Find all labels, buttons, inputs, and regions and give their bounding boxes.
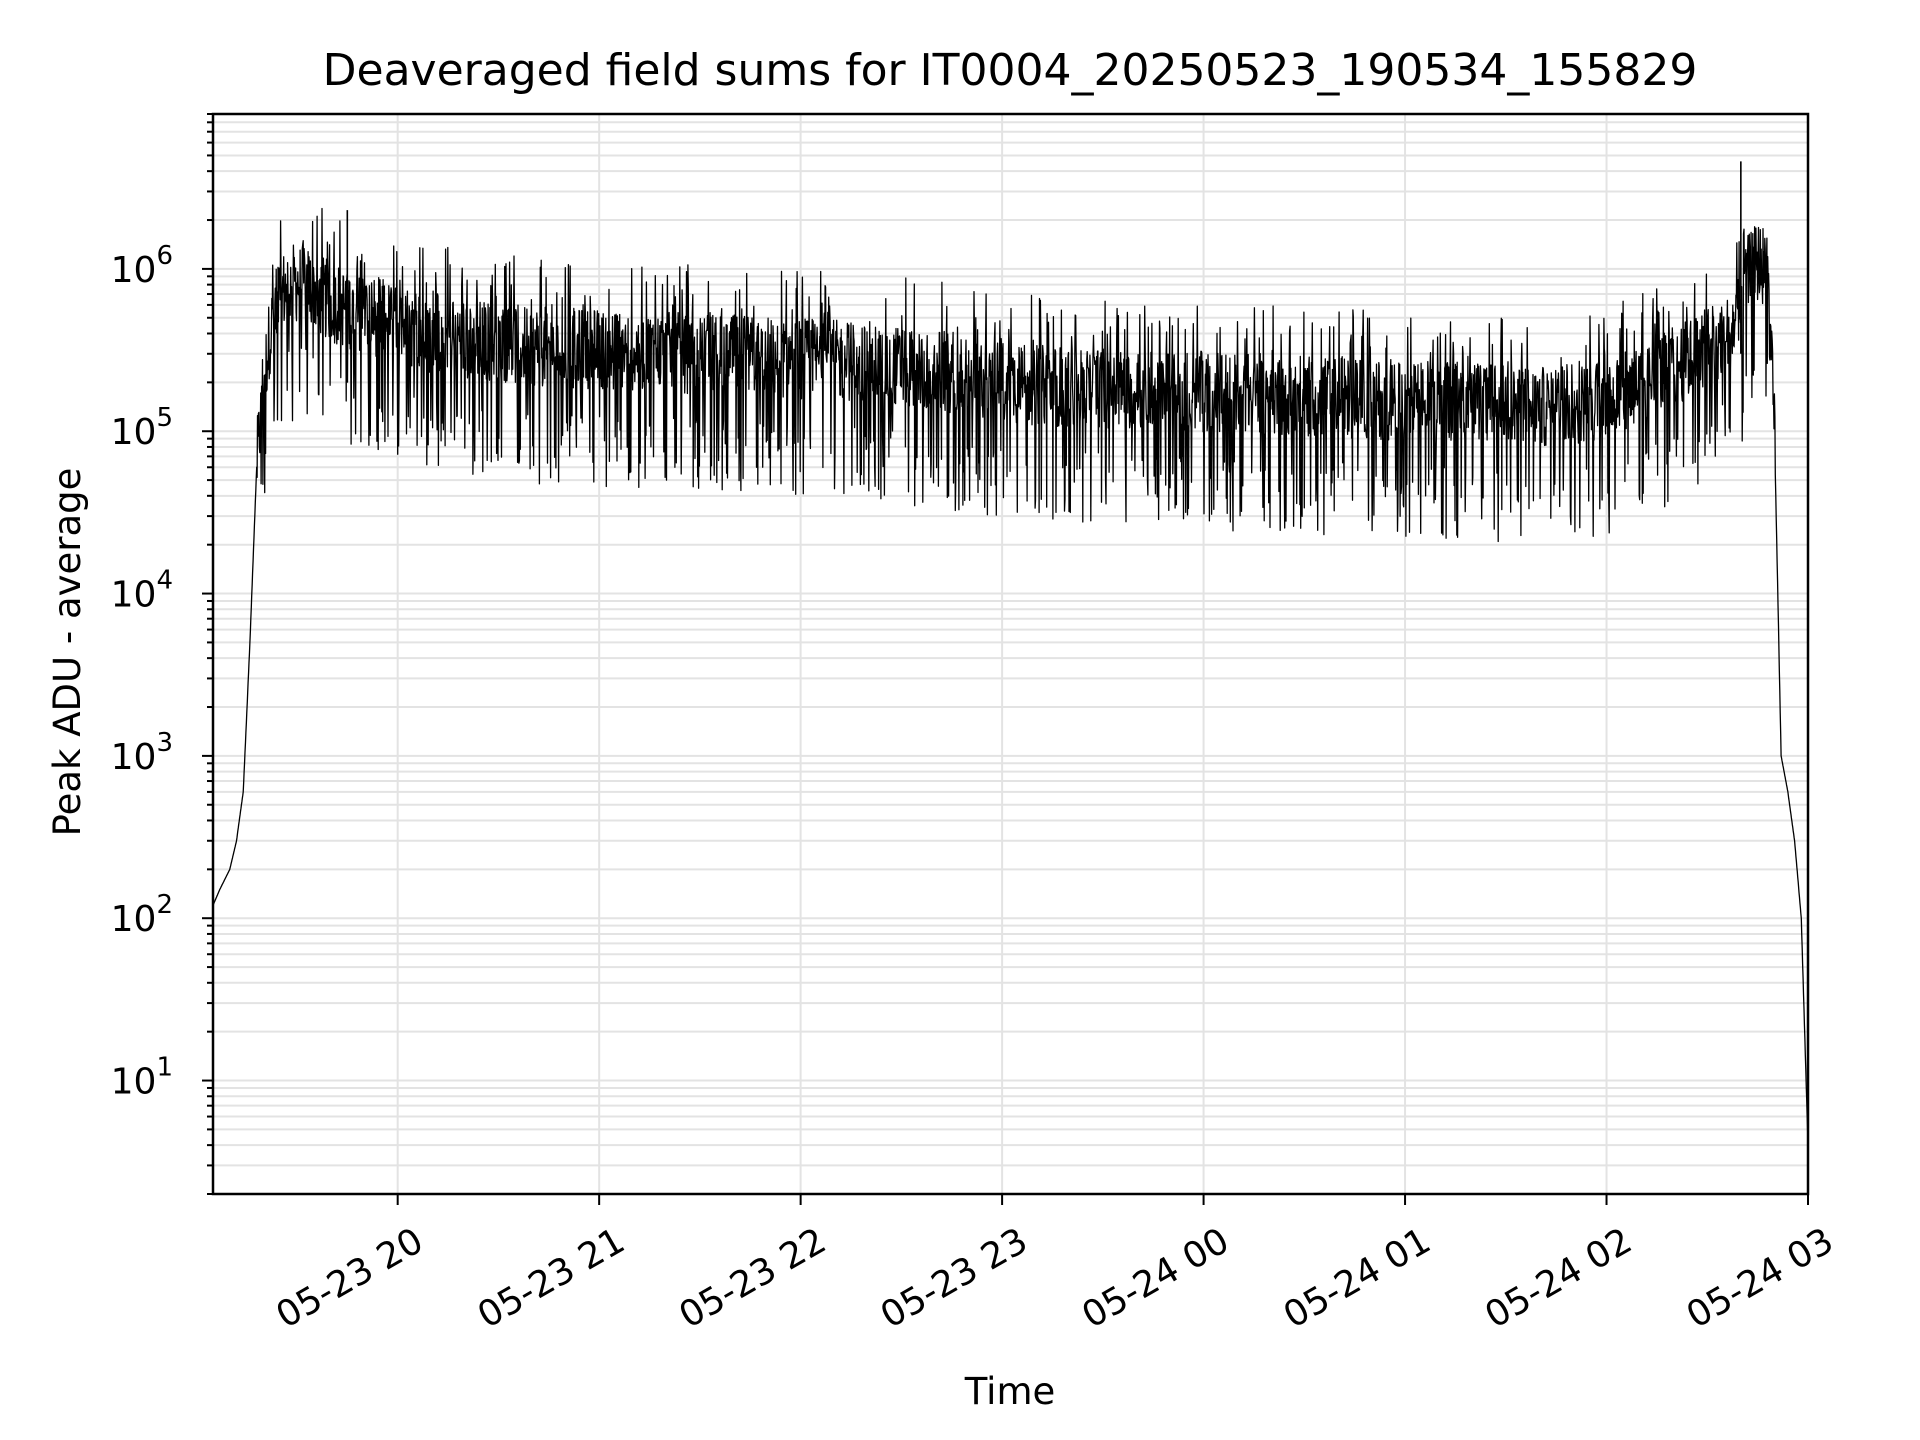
y-tick-label-base: 10 (111, 575, 157, 616)
y-tick-label-base: 10 (111, 899, 157, 940)
y-tick-label: 102 (111, 890, 173, 940)
series-line (213, 207, 1808, 1146)
y-tick-label-base: 10 (111, 737, 157, 778)
grid (213, 113, 1809, 1195)
y-tick-label: 105 (111, 403, 173, 453)
y-tick-label-base: 10 (111, 1062, 157, 1103)
plot-area (213, 161, 1808, 1146)
y-tick-label-exponent: 2 (156, 890, 173, 920)
y-tick-label: 106 (111, 241, 173, 291)
y-tick-label-exponent: 5 (156, 403, 173, 433)
y-tick-label: 101 (111, 1053, 173, 1103)
y-tick-label-exponent: 3 (156, 728, 173, 758)
y-tick-label-base: 10 (111, 412, 157, 453)
y-tick-label-exponent: 4 (156, 566, 173, 596)
x-axis-label: Time (964, 1370, 1056, 1413)
y-tick-label: 104 (111, 566, 173, 616)
chart-title: Deaveraged field sums for IT0004_2025052… (323, 45, 1698, 96)
y-tick-label-base: 10 (111, 250, 157, 291)
plot-frame (211, 112, 1810, 1196)
y-tick-label-exponent: 1 (156, 1053, 173, 1083)
axis-ticks (202, 113, 1809, 1205)
y-tick-label-exponent: 6 (156, 241, 173, 271)
series-group (213, 161, 1808, 1146)
y-axis-label: Peak ADU - average (46, 468, 89, 837)
y-tick-label: 103 (111, 728, 173, 778)
